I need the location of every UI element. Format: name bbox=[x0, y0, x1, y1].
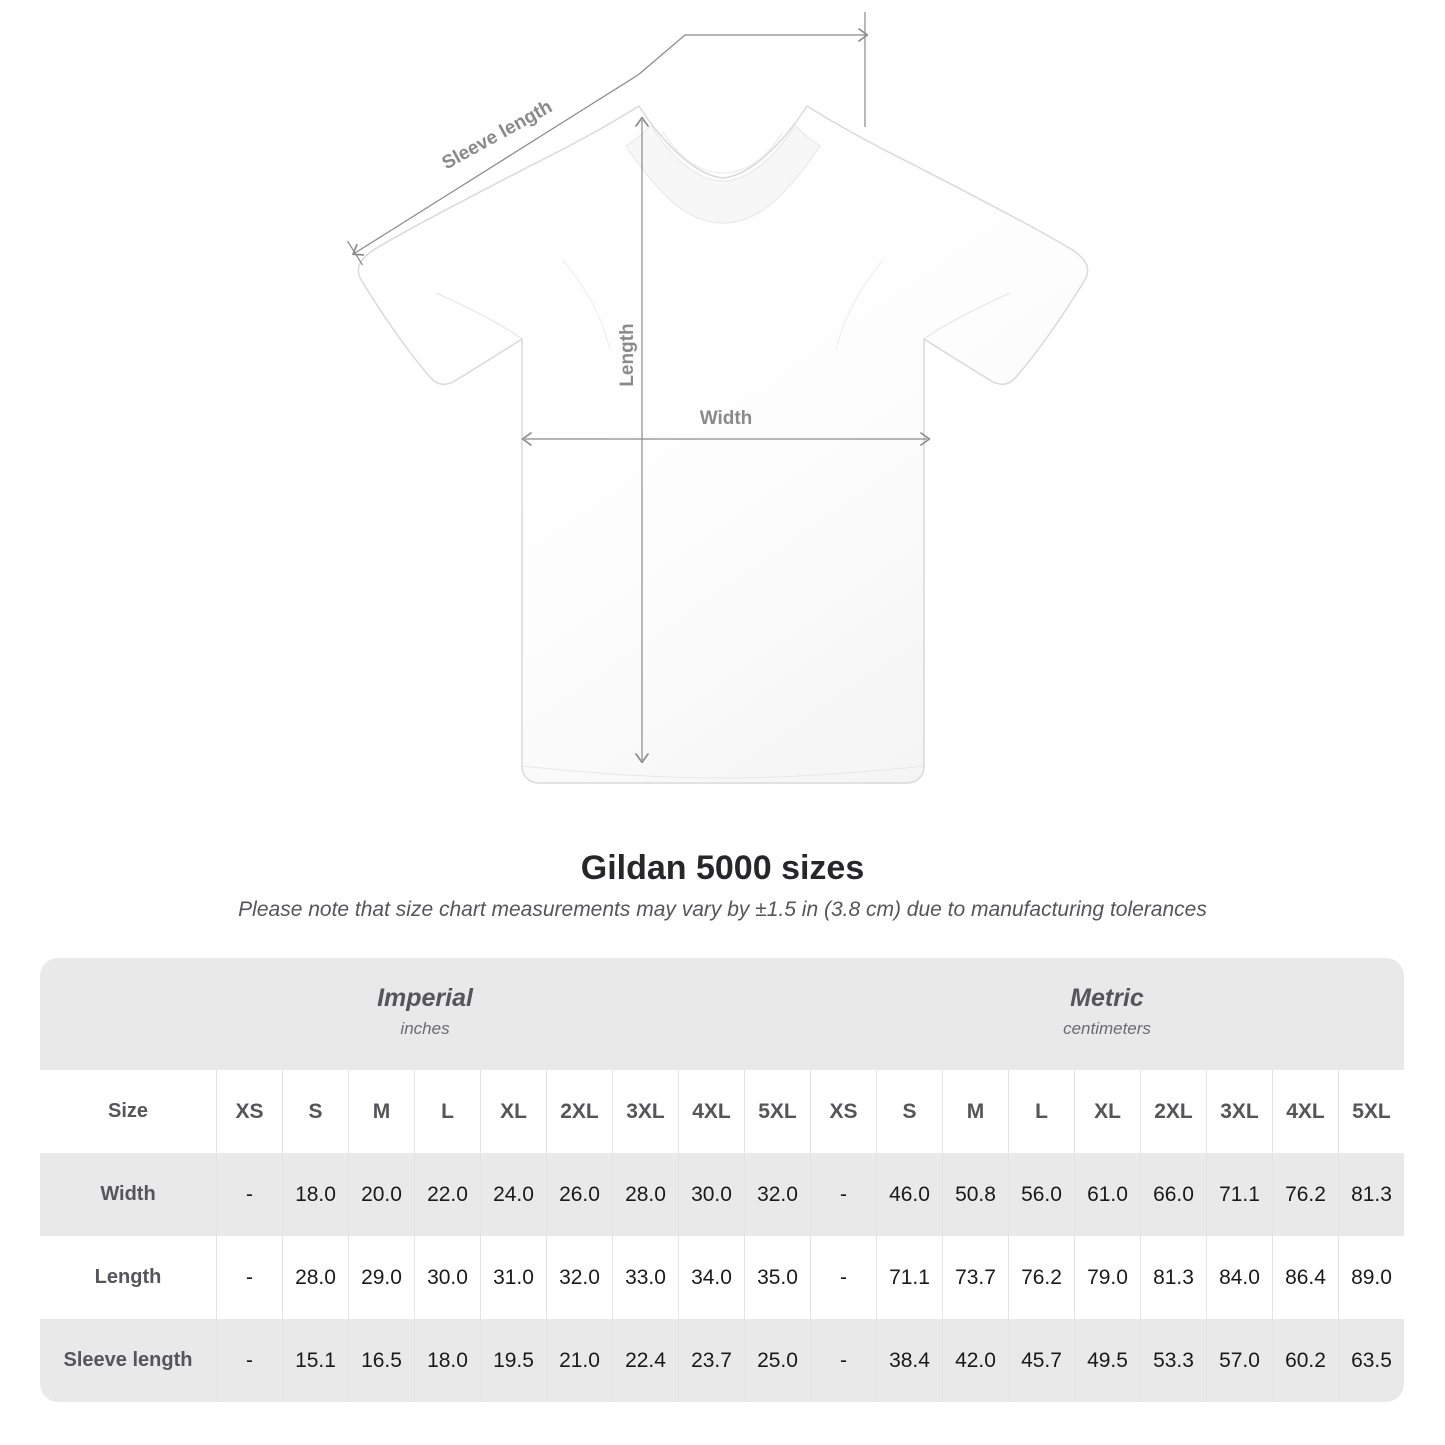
svg-text:Length: Length bbox=[617, 323, 638, 386]
svg-text:Width: Width bbox=[700, 408, 753, 429]
svg-text:Sleeve length: Sleeve length bbox=[439, 96, 556, 174]
